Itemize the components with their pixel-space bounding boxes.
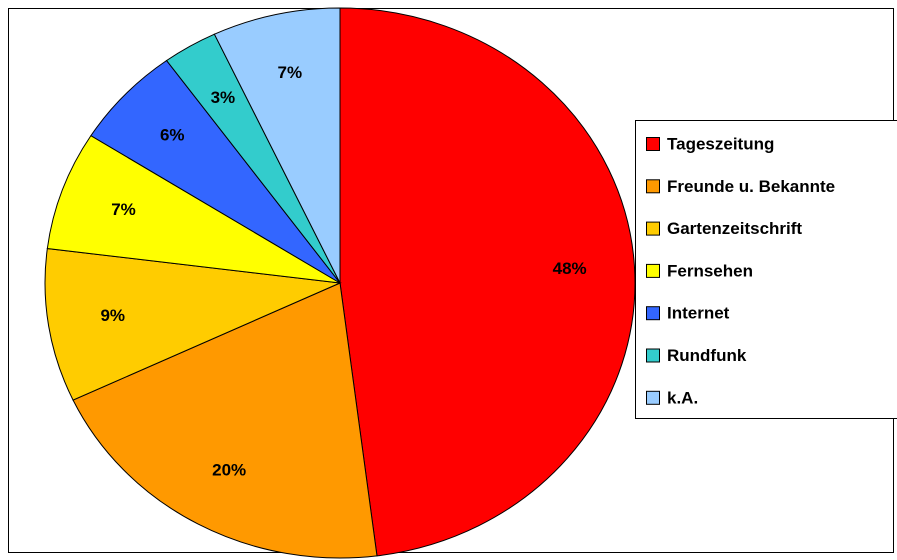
data-label: 3%: [211, 88, 236, 107]
legend-swatch: [646, 137, 660, 151]
pie-slice: [44, 247, 342, 401]
legend-swatch: [646, 348, 660, 363]
legend-swatch: [646, 306, 660, 321]
legend-label: Gartenzeitschrift: [667, 219, 802, 238]
pie-slice: [46, 134, 341, 284]
data-label: 7%: [111, 200, 136, 219]
legend-label: Rundfunk: [667, 346, 747, 365]
legend-label: Internet: [667, 304, 730, 323]
legend-label: Freunde u. Bekannte: [667, 177, 835, 196]
data-label: 6%: [160, 126, 185, 145]
data-label: 48%: [553, 259, 587, 278]
legend-label: Tageszeitung: [667, 134, 774, 153]
pie-slice: [339, 7, 636, 557]
legend-label: Fernsehen: [667, 261, 753, 280]
pie-slice: [72, 282, 378, 559]
legend-label: k.A.: [667, 388, 698, 407]
legend-box: [635, 120, 897, 419]
legend-swatch: [646, 263, 660, 278]
legend-swatch: [646, 390, 660, 405]
pie: 48% 20% 9% 7% 6% 3% 7%: [44, 7, 636, 559]
legend: Tageszeitung Freunde u. Bekannte Gartenzei…: [646, 134, 835, 407]
legend-swatch: [646, 179, 660, 194]
data-label: 20%: [212, 460, 246, 479]
legend-swatch: [646, 221, 660, 236]
data-label: 7%: [278, 63, 303, 82]
pie-slice: [213, 7, 341, 284]
data-label: 9%: [100, 306, 125, 325]
